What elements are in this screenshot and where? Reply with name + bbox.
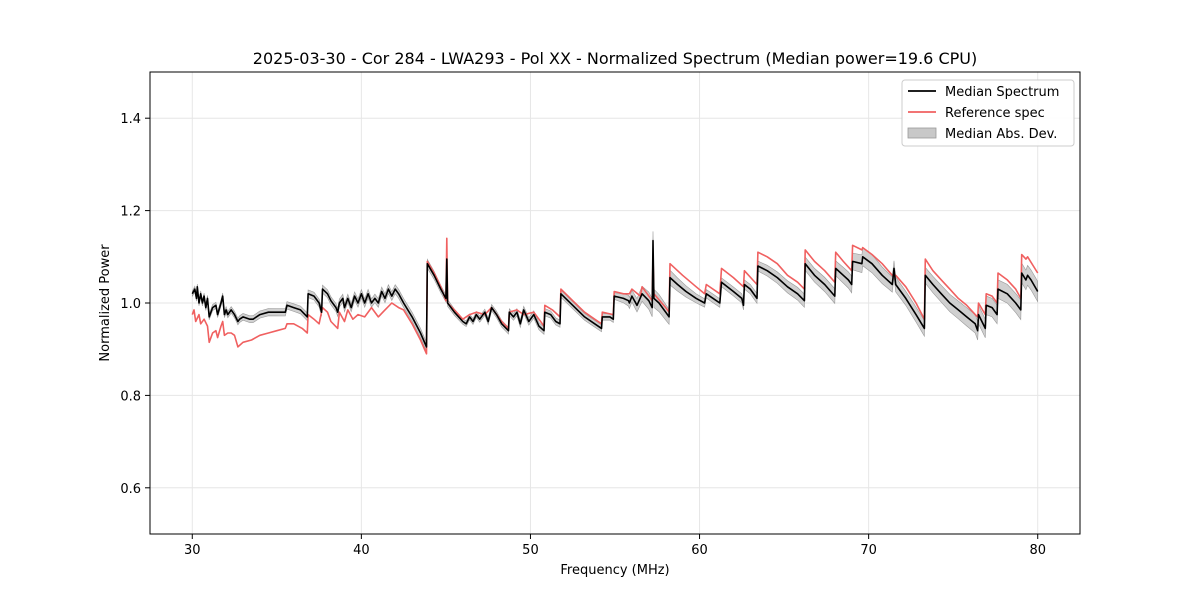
x-tick-label: 30 <box>184 543 201 558</box>
y-tick-label: 1.0 <box>120 297 141 312</box>
legend-swatch-2 <box>907 127 937 139</box>
median-spectrum-line <box>191 239 1039 348</box>
y-tick-label: 1.2 <box>120 205 141 220</box>
y-tick-label: 1.4 <box>120 112 141 127</box>
y-axis-label: Normalized Power <box>98 244 113 362</box>
legend-label-0: Median Spectrum <box>945 85 1059 100</box>
legend-label-2: Median Abs. Dev. <box>945 127 1057 142</box>
x-tick-label: 80 <box>1029 543 1046 558</box>
x-axis-label: Frequency (MHz) <box>560 563 669 578</box>
x-tick-label: 50 <box>522 543 539 558</box>
legend-label-1: Reference spec <box>945 106 1045 121</box>
x-tick-label: 60 <box>691 543 708 558</box>
axis-ticks: 30 40 50 60 70 80 0.6 0.8 1.0 1.2 1.4 <box>120 112 1046 558</box>
x-tick-label: 40 <box>353 543 370 558</box>
legend-box <box>901 79 1075 147</box>
plot-area <box>191 231 1039 355</box>
mad-band <box>192 231 1038 352</box>
x-tick-label: 70 <box>860 543 877 558</box>
reference-spec-line <box>191 237 1039 355</box>
y-tick-label: 0.8 <box>120 389 141 404</box>
legend: Median Spectrum Reference spec Median Abs.… <box>901 79 1075 147</box>
chart-title: 2025-03-30 - Cor 284 - LWA293 - Pol XX -… <box>253 49 977 68</box>
y-tick-label: 0.6 <box>120 482 141 497</box>
